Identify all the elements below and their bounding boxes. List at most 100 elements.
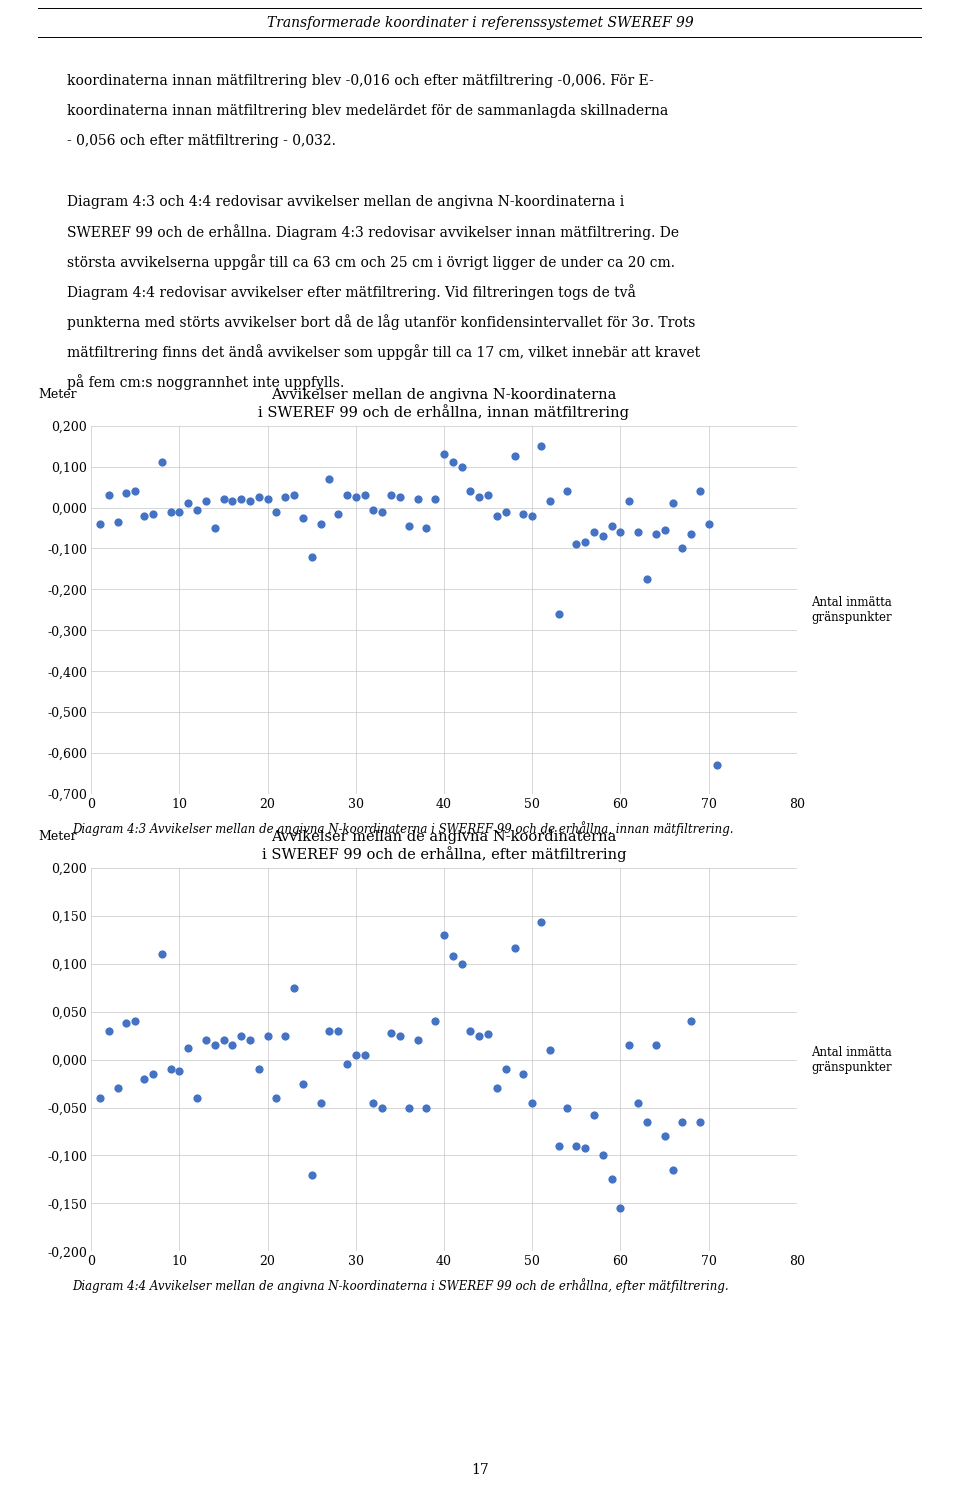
Point bbox=[595, 525, 611, 549]
Point bbox=[242, 489, 257, 513]
Point bbox=[339, 483, 354, 507]
Point bbox=[427, 487, 443, 511]
Point bbox=[639, 1110, 655, 1134]
Point bbox=[322, 1018, 337, 1042]
Point bbox=[410, 1029, 425, 1053]
Title: Avvikelser mellan de angivna N-koordinaterna
i SWEREF 99 och de erhållna, innan : Avvikelser mellan de angivna N-koordinat… bbox=[258, 388, 630, 420]
Point bbox=[665, 492, 681, 516]
Point bbox=[286, 483, 301, 507]
Point bbox=[568, 532, 584, 556]
Point bbox=[180, 492, 196, 516]
Text: punkterna med störts avvikelser bort då de låg utanför konfidensintervallet för : punkterna med störts avvikelser bort då … bbox=[67, 314, 696, 329]
Point bbox=[119, 481, 134, 505]
Point bbox=[524, 1090, 540, 1114]
Point bbox=[295, 1071, 310, 1095]
Point bbox=[445, 945, 461, 969]
Point bbox=[445, 451, 461, 475]
Point bbox=[587, 1102, 602, 1126]
Point bbox=[480, 483, 495, 507]
Point bbox=[692, 480, 708, 504]
Point bbox=[621, 489, 636, 513]
Point bbox=[454, 952, 469, 976]
Point bbox=[401, 514, 417, 538]
Point bbox=[639, 567, 655, 591]
Point bbox=[260, 1024, 276, 1048]
Point bbox=[92, 1086, 108, 1110]
Point bbox=[172, 499, 187, 523]
Point bbox=[454, 454, 469, 478]
Point bbox=[136, 1066, 152, 1090]
Point bbox=[233, 1024, 249, 1048]
Text: - 0,056 och efter mätfiltrering - 0,032.: - 0,056 och efter mätfiltrering - 0,032. bbox=[67, 134, 336, 149]
Point bbox=[419, 516, 434, 540]
Point bbox=[595, 1143, 611, 1167]
Text: Diagram 4:3 och 4:4 redovisar avvikelser mellan de angivna N-koordinaterna i: Diagram 4:3 och 4:4 redovisar avvikelser… bbox=[67, 194, 624, 209]
Point bbox=[393, 486, 408, 510]
Point bbox=[534, 910, 549, 934]
Point bbox=[463, 1018, 478, 1042]
Point bbox=[577, 531, 592, 555]
Point bbox=[216, 1029, 231, 1053]
Point bbox=[657, 1125, 672, 1149]
Point bbox=[436, 923, 451, 948]
Point bbox=[490, 1077, 505, 1101]
Point bbox=[684, 1009, 699, 1033]
Point bbox=[612, 520, 628, 544]
Point bbox=[516, 1062, 531, 1086]
Point bbox=[128, 1009, 143, 1033]
Point bbox=[498, 499, 514, 523]
Text: 17: 17 bbox=[471, 1463, 489, 1477]
Point bbox=[269, 1086, 284, 1110]
Point bbox=[92, 511, 108, 535]
Point bbox=[410, 487, 425, 511]
Point bbox=[534, 435, 549, 459]
Point bbox=[260, 487, 276, 511]
Point bbox=[560, 1095, 575, 1119]
Point bbox=[295, 505, 310, 529]
Point bbox=[136, 504, 152, 528]
Point bbox=[110, 510, 126, 534]
Point bbox=[304, 1163, 320, 1187]
Point bbox=[374, 1095, 390, 1119]
Point bbox=[189, 498, 204, 522]
Point bbox=[436, 442, 451, 466]
Point bbox=[313, 1090, 328, 1114]
Point bbox=[471, 486, 487, 510]
Point bbox=[701, 511, 716, 535]
Point bbox=[463, 480, 478, 504]
Point bbox=[419, 1095, 434, 1119]
Point bbox=[101, 1018, 116, 1042]
Point bbox=[648, 522, 663, 546]
Point bbox=[145, 1062, 160, 1086]
Text: största avvikelserna uppgår till ca 63 cm och 25 cm i övrigt ligger de under ca : största avvikelserna uppgår till ca 63 c… bbox=[67, 254, 675, 269]
Point bbox=[401, 1095, 417, 1119]
Text: Transformerade koordinater i referenssystemet SWEREF 99: Transformerade koordinater i referenssys… bbox=[267, 15, 693, 30]
Point bbox=[604, 1167, 619, 1191]
Point bbox=[665, 1158, 681, 1182]
Point bbox=[225, 1033, 240, 1057]
Point bbox=[631, 520, 646, 544]
Point bbox=[490, 504, 505, 528]
Point bbox=[709, 754, 725, 778]
Point bbox=[542, 1038, 558, 1062]
Point bbox=[357, 483, 372, 507]
Point bbox=[269, 499, 284, 523]
Point bbox=[577, 1136, 592, 1160]
Point bbox=[252, 1057, 267, 1081]
Text: Meter: Meter bbox=[38, 388, 77, 402]
Point bbox=[366, 1090, 381, 1114]
Point bbox=[357, 1042, 372, 1066]
Point bbox=[348, 1042, 364, 1066]
Point bbox=[330, 502, 346, 526]
Text: Diagram 4:3 Avvikelser mellan de angivna N-koordinaterna i SWEREF 99 och de erhå: Diagram 4:3 Avvikelser mellan de angivna… bbox=[72, 821, 733, 836]
Point bbox=[225, 489, 240, 513]
Point bbox=[154, 942, 169, 966]
Point bbox=[560, 480, 575, 504]
Point bbox=[507, 444, 522, 468]
Point bbox=[383, 1021, 398, 1045]
Point bbox=[427, 1009, 443, 1033]
Point bbox=[621, 1033, 636, 1057]
Point bbox=[339, 1053, 354, 1077]
Point bbox=[692, 1110, 708, 1134]
Point bbox=[524, 504, 540, 528]
